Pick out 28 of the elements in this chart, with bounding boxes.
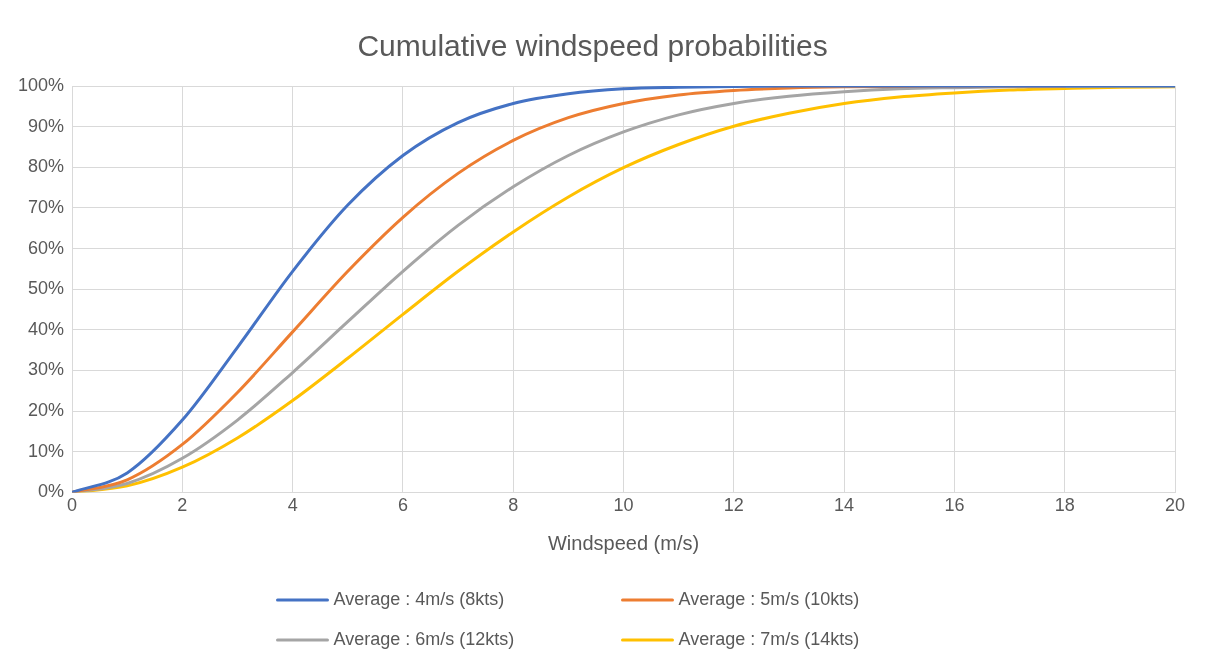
x-tick-label: 12 [723, 495, 744, 516]
x-tick-label: 14 [834, 495, 855, 516]
y-tick-label: 50% [28, 278, 65, 299]
chart-title: Cumulative windspeed probabilities [357, 29, 828, 63]
legend-label: Average : 6m/s (12kts) [333, 628, 515, 649]
x-tick-label: 18 [1054, 495, 1075, 516]
x-tick-label: 10 [613, 495, 634, 516]
y-tick-label: 20% [28, 400, 65, 421]
x-tick-label: 8 [508, 495, 519, 516]
y-tick-label: 70% [28, 196, 65, 217]
legend-label: Average : 4m/s (8kts) [333, 588, 505, 609]
y-tick-label: 10% [28, 440, 65, 461]
x-tick-label: 0 [67, 495, 78, 516]
y-tick-label: 90% [28, 115, 65, 136]
y-tick-label: 40% [28, 318, 65, 339]
legend-label: Average : 5m/s (10kts) [678, 588, 860, 609]
y-tick-label: 60% [28, 237, 65, 258]
y-tick-label: 100% [17, 74, 65, 95]
x-tick-label: 6 [397, 495, 408, 516]
legend-label: Average : 7m/s (14kts) [678, 628, 860, 649]
y-tick-label: 30% [28, 359, 65, 380]
y-tick-label: 80% [28, 156, 65, 177]
x-axis-title: Windspeed (m/s) [547, 531, 700, 554]
x-tick-label: 2 [177, 495, 188, 516]
x-tick-label: 20 [1164, 495, 1186, 516]
x-tick-label: 4 [287, 495, 298, 516]
y-tick-label: 0% [38, 481, 65, 502]
x-tick-label: 16 [944, 495, 965, 516]
